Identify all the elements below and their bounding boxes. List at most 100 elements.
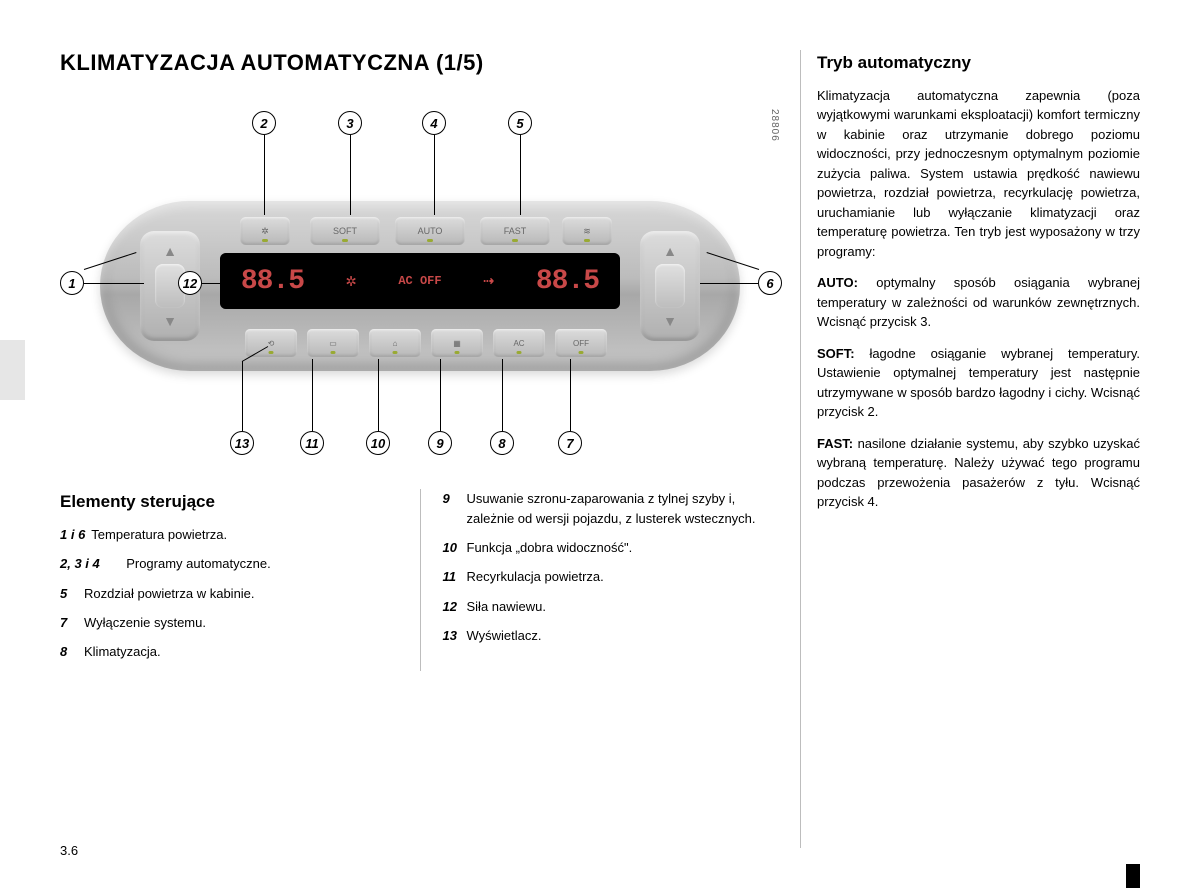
lead-1a <box>84 283 144 284</box>
callout-7: 7 <box>558 431 582 455</box>
callout-10: 10 <box>366 431 390 455</box>
item-num: 8 <box>60 642 78 662</box>
callout-12: 12 <box>178 271 202 295</box>
temp-right: 88.5 <box>536 266 599 297</box>
ac-off-text: AC OFF <box>398 274 441 288</box>
item-text: Wyłączenie systemu. <box>84 613 206 633</box>
mode-fast: FAST: nasilone działanie systemu, aby sz… <box>817 434 1140 512</box>
lead-6a <box>700 283 758 284</box>
mode-label: AUTO: <box>817 275 858 290</box>
item-num: 2, 3 i 4 <box>60 554 100 574</box>
callout-5: 5 <box>508 111 532 135</box>
rear-defrost-icon: ▦ <box>453 339 461 348</box>
callout-9: 9 <box>428 431 452 455</box>
callout-4: 4 <box>422 111 446 135</box>
list-item: 7 Wyłączenie systemu. <box>60 613 398 633</box>
item-text: Programy automatyczne. <box>126 554 271 574</box>
item-text: Wyświetlacz. <box>467 626 542 646</box>
lead-12 <box>202 283 224 284</box>
fan-button: ✲ <box>240 217 290 245</box>
callout-6: 6 <box>758 271 782 295</box>
diagram: 28806 ▲ ▼ ▲ ▼ ✲ SOFT AUTO FAST ≋ <box>60 101 780 471</box>
lcd-display: 88.5 ✲ AC OFF ⇢ 88.5 <box>220 253 620 309</box>
bottom-btn-10: ⌂ <box>369 329 421 357</box>
callout-13: 13 <box>230 431 254 455</box>
soft-button: SOFT <box>310 217 380 245</box>
page-title: KLIMATYZACJA AUTOMATYCZNA (1/5) <box>60 50 780 76</box>
bottom-btn-11: ▭ <box>307 329 359 357</box>
fan-icon: ✲ <box>261 226 269 237</box>
list-item: 5 Rozdział powietrza w kabinie. <box>60 584 398 604</box>
mode-soft: SOFT: łagodne osiąganie wybranej tempera… <box>817 344 1140 422</box>
item-text: Siła nawiewu. <box>467 597 547 617</box>
callout-2: 2 <box>252 111 276 135</box>
mode-text: nasilone działanie systemu, aby szybko u… <box>817 436 1140 510</box>
airflow-icon: ≋ <box>583 226 591 237</box>
lead-8 <box>502 359 503 431</box>
bottom-btn-13: ⟲ <box>245 329 297 357</box>
item-text: Recyrkulacja powietrza. <box>467 567 604 587</box>
mode-text: optymalny sposób osiągania wybranej temp… <box>817 275 1140 329</box>
item-num: 13 <box>443 626 461 646</box>
list-item: 1 i 6 Temperatura powietrza. <box>60 525 398 545</box>
lead-2 <box>264 135 265 215</box>
item-num: 9 <box>443 489 461 529</box>
col-divider <box>420 489 421 671</box>
corner-mark <box>1126 864 1140 888</box>
lead-13 <box>242 361 243 431</box>
list-item: 10Funkcja „dobra widoczność". <box>443 538 781 558</box>
front-defrost-icon: ⌂ <box>393 339 398 348</box>
callout-11: 11 <box>300 431 324 455</box>
item-num: 12 <box>443 597 461 617</box>
chevron-up-icon: ▲ <box>663 243 677 259</box>
intro-paragraph: Klimatyzacja automatyczna zapewnia (poza… <box>817 86 1140 262</box>
item-num: 5 <box>60 584 78 604</box>
mode-text: łagodne osiąganie wybranej temperatury. … <box>817 346 1140 420</box>
left-area: KLIMATYZACJA AUTOMATYCZNA (1/5) 28806 ▲ … <box>60 50 780 848</box>
chevron-down-icon: ▼ <box>163 313 177 329</box>
auto-button: AUTO <box>395 217 465 245</box>
item-num: 7 <box>60 613 78 633</box>
col-left: Elementy sterujące 1 i 6 Temperatura pow… <box>60 489 398 671</box>
page-container: KLIMATYZACJA AUTOMATYCZNA (1/5) 28806 ▲ … <box>0 0 1200 888</box>
item-text: Funkcja „dobra widoczność". <box>467 538 633 558</box>
rocker-right: ▲ ▼ <box>640 231 700 341</box>
item-num: 11 <box>443 567 461 587</box>
item-text: Temperatura powietrza. <box>91 525 227 545</box>
lead-10 <box>378 359 379 431</box>
airflow-button: ≋ <box>562 217 612 245</box>
col-mid: 9Usuwanie szronu-zaparowania z tylnej sz… <box>443 489 781 671</box>
lead-7 <box>570 359 571 431</box>
list-item: 13 Wyświetlacz. <box>443 626 781 646</box>
airflow-icon: ⇢ <box>483 270 494 292</box>
fan-icon: ✲ <box>346 270 357 292</box>
fast-button: FAST <box>480 217 550 245</box>
recirc-icon: ⟲ <box>268 339 275 348</box>
item-text: Klimatyzacja. <box>84 642 161 662</box>
bottom-btn-8: AC <box>493 329 545 357</box>
page-number: 3.6 <box>60 843 78 858</box>
item-num: 1 i 6 <box>60 525 85 545</box>
thumb-tab <box>0 340 25 400</box>
lead-5 <box>520 135 521 215</box>
ref-number: 28806 <box>769 109 780 142</box>
lower-columns: Elementy sterujące 1 i 6 Temperatura pow… <box>60 489 780 671</box>
item-text: Rozdział powietrza w kabinie. <box>84 584 255 604</box>
bottom-btn-9: ▦ <box>431 329 483 357</box>
list-item: 9Usuwanie szronu-zaparowania z tylnej sz… <box>443 489 781 529</box>
lead-9 <box>440 359 441 431</box>
defrost-icon: ▭ <box>329 339 337 348</box>
controls-heading: Elementy sterujące <box>60 489 398 515</box>
mode-label: SOFT: <box>817 346 855 361</box>
list-item: 8 Klimatyzacja. <box>60 642 398 662</box>
right-column: Tryb automatyczny Klimatyzacja automatyc… <box>800 50 1140 848</box>
auto-mode-heading: Tryb automatyczny <box>817 50 1140 76</box>
lead-11 <box>312 359 313 431</box>
item-text: Usuwanie szronu-zaparowania z tylnej szy… <box>467 489 781 529</box>
mode-auto: AUTO: optymalny sposób osiągania wybrane… <box>817 273 1140 332</box>
callout-3: 3 <box>338 111 362 135</box>
chevron-up-icon: ▲ <box>163 243 177 259</box>
lead-4 <box>434 135 435 215</box>
mode-label: FAST: <box>817 436 853 451</box>
list-item: 2, 3 i 4 Programy automatyczne. <box>60 554 398 574</box>
